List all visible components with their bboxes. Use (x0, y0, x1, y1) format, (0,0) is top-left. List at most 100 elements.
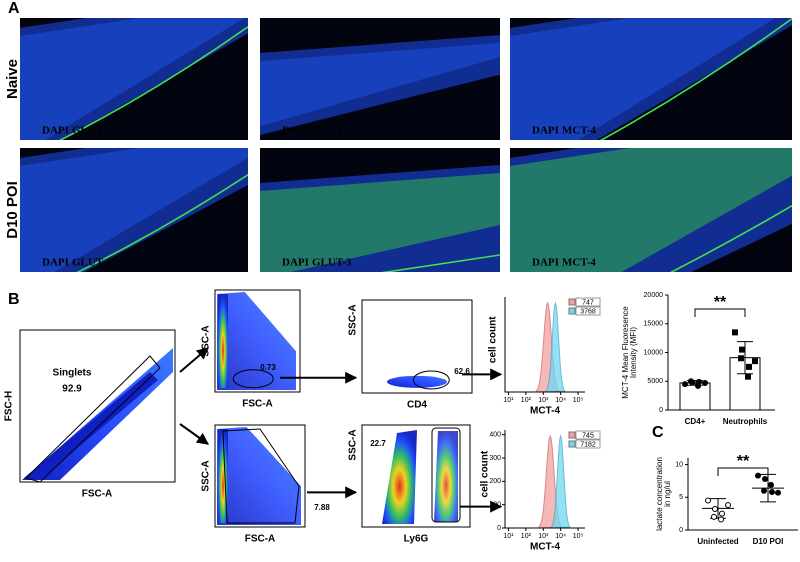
micrograph-content (510, 148, 792, 272)
point (695, 382, 701, 389)
x-tick-label: D10 POI (753, 537, 784, 546)
legend-swatch (568, 307, 576, 315)
stain-line (599, 18, 792, 140)
gate (222, 428, 300, 524)
panel-label: A (8, 0, 20, 17)
legend-value: 7182 (580, 441, 596, 448)
legend-value: 3768 (580, 308, 596, 315)
y-tick-label: 0 (659, 407, 663, 414)
micrograph-content (260, 148, 500, 272)
plot-frame (19, 329, 176, 483)
point (768, 481, 774, 488)
legend-swatch (568, 298, 576, 306)
density (387, 375, 447, 388)
micrograph (510, 148, 792, 272)
stain-label: DAPI (282, 257, 309, 269)
point (725, 502, 731, 509)
gate-value: 62.6 (454, 367, 470, 376)
point (762, 475, 768, 482)
marker-label: GLUT-1 (72, 125, 111, 137)
micrograph-content (20, 18, 248, 140)
panel-label: B (8, 291, 20, 308)
density (382, 430, 417, 524)
point (752, 358, 758, 365)
y-axis-label: in ng/ul (663, 481, 672, 507)
stain-label: DAPI (532, 125, 559, 137)
legend-box (575, 430, 601, 440)
tissue-inner (510, 148, 792, 272)
x-tick-label: 10² (521, 397, 532, 404)
tissue-inner (20, 18, 245, 140)
tissue-inner (510, 18, 776, 140)
gate-value: 0.73 (260, 363, 276, 372)
gate-name: Singlets (53, 368, 92, 379)
tissue-inner (260, 43, 500, 127)
stain-line (76, 174, 248, 272)
y-axis-label: SSC-A (348, 304, 359, 335)
x-tick-label: 10² (521, 533, 532, 540)
point (719, 510, 725, 517)
point (718, 516, 724, 523)
arrow (179, 423, 209, 445)
legend-box (575, 439, 601, 449)
gate (412, 370, 450, 390)
y-axis-label: Intensity (MFI) (629, 327, 638, 378)
gate (431, 427, 461, 523)
micrograph (260, 18, 500, 140)
x-tick-label: 10³ (538, 397, 549, 404)
y-tick-label: 5 (679, 494, 683, 501)
x-axis-label: FSC-A (245, 534, 276, 545)
x-tick-label: 10⁴ (555, 397, 566, 404)
micrograph (260, 148, 500, 272)
point (746, 363, 752, 370)
y-tick-label: 400 (489, 432, 501, 439)
y-tick-label: 300 (489, 455, 501, 462)
significance: ** (737, 453, 750, 470)
micrograph-content (260, 18, 500, 140)
micrograph (510, 18, 792, 140)
legend-value: 745 (582, 432, 594, 439)
micrograph (20, 148, 248, 272)
y-tick-label: 100 (489, 502, 501, 509)
density (434, 431, 458, 522)
density-core (24, 372, 158, 480)
stain-label: DAPI (42, 125, 69, 137)
point (712, 506, 718, 513)
stain-line (381, 254, 500, 272)
x-tick-label: 10¹ (503, 533, 514, 540)
point (769, 489, 775, 496)
x-axis-label: FSC-A (82, 489, 113, 500)
y-tick-label: 15000 (644, 321, 664, 328)
stain-label: DAPI (532, 257, 559, 269)
significance-bracket (717, 467, 769, 476)
legend-swatch (568, 440, 576, 448)
y-axis-label: SSC-A (201, 325, 212, 356)
legend-value: 747 (582, 299, 594, 306)
x-tick-label: 10⁵ (573, 533, 584, 540)
point (682, 381, 688, 388)
gate-value: 22.7 (370, 439, 386, 448)
point (688, 378, 694, 385)
point (745, 373, 751, 380)
point (702, 379, 708, 386)
row-label: Naive (4, 59, 21, 99)
y-tick-label: 20000 (644, 292, 664, 299)
histogram-curve (550, 434, 571, 529)
x-axis-label: CD4 (407, 400, 427, 411)
gate-value: 7.88 (314, 503, 330, 512)
tissue-inner (20, 148, 248, 272)
micrograph-content (20, 148, 248, 272)
row-label: D10 POI (4, 181, 21, 239)
marker-label: GLUT-3 (312, 257, 352, 269)
marker-label: GLUT-3 (312, 125, 352, 137)
density-core (218, 294, 228, 388)
x-axis-label: MCT-4 (530, 406, 560, 417)
x-tick-label: CD4+ (685, 417, 706, 426)
y-tick-label: 10000 (644, 349, 664, 356)
point (755, 472, 761, 479)
micrograph (20, 18, 248, 140)
y-axis-label: cell count (480, 450, 491, 497)
marker-label: GLUT-1 (72, 257, 111, 269)
panel-label: C (652, 424, 664, 441)
